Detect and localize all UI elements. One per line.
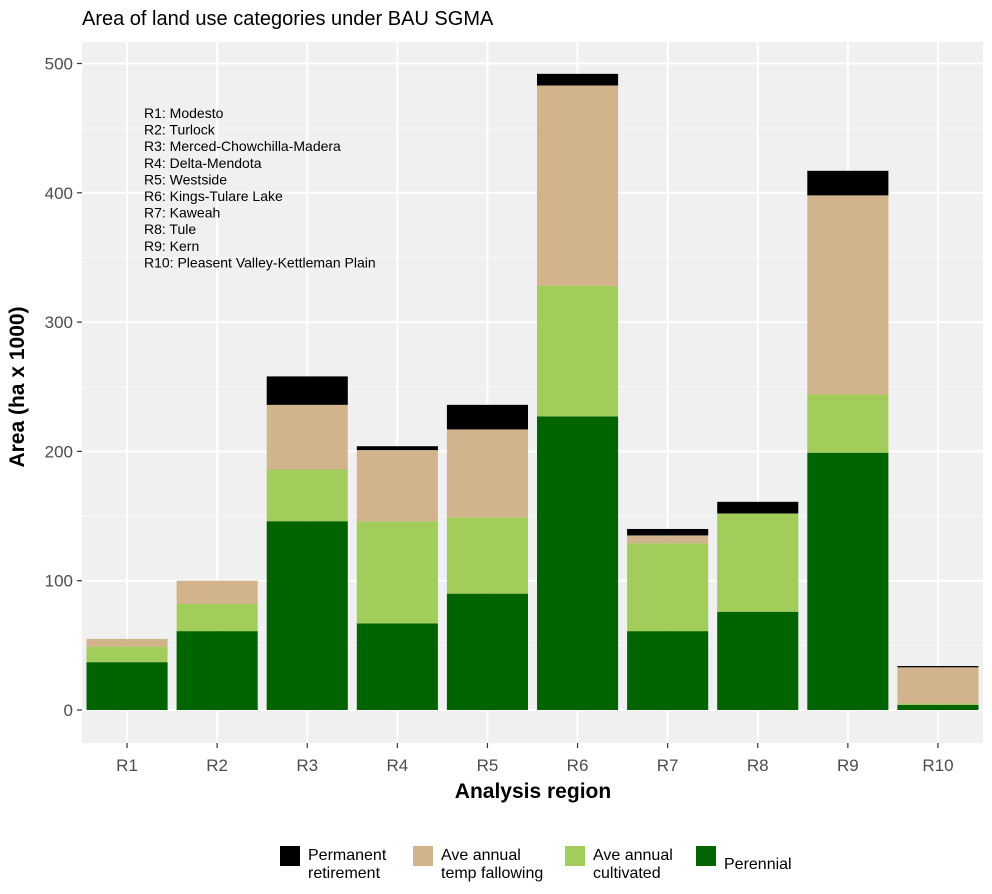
annotation-line: R3: Merced-Chowchilla-Madera (144, 138, 341, 154)
y-tick-label: 300 (45, 313, 73, 332)
bar-r6-permanent-retirement (537, 73, 619, 86)
legend-label: Ave annual cultivated (593, 847, 673, 882)
bar-r9-ave-annual-temp-fallowing (807, 195, 889, 395)
y-tick-label: 0 (64, 701, 73, 720)
legend-label: Ave annual temp fallowing (441, 847, 543, 882)
y-tick-label: 200 (45, 442, 73, 461)
bar-r2-ave-annual-cultivated (176, 603, 258, 632)
annotation-line: R8: Tule (144, 221, 196, 237)
y-tick-label: 400 (45, 184, 73, 203)
legend: Permanent retirement Ave annual temp fallow… (280, 846, 792, 882)
bar-r4-ave-annual-cultivated (356, 521, 438, 624)
x-tick-label: R7 (657, 756, 679, 775)
bar-r3-ave-annual-cultivated (266, 469, 348, 522)
bar-r2-ave-annual-temp-fallowing (176, 580, 258, 604)
bar-r3-permanent-retirement (266, 376, 348, 405)
legend-key (413, 846, 433, 866)
bar-r1-ave-annual-temp-fallowing (86, 638, 168, 647)
bar-r1-ave-annual-cultivated (86, 646, 168, 663)
x-tick-label: R6 (567, 756, 589, 775)
annotation-line: R2: Turlock (144, 122, 216, 138)
annotation-line: R4: Delta-Mendota (144, 155, 262, 171)
x-tick-label: R2 (206, 756, 228, 775)
annotation-line: R1: Modesto (144, 105, 224, 121)
bar-r4-perennial (356, 623, 438, 710)
bar-r6-ave-annual-cultivated (537, 285, 619, 417)
bar-r7-perennial (627, 631, 709, 710)
bar-r7-ave-annual-cultivated (627, 543, 709, 632)
bar-r6-ave-annual-temp-fallowing (537, 85, 619, 286)
x-tick-label: R1 (116, 756, 138, 775)
bar-r9-perennial (807, 452, 889, 710)
annotation-line: R9: Kern (144, 238, 199, 254)
bar-r8-ave-annual-cultivated (717, 513, 799, 612)
x-tick-label: R10 (922, 756, 953, 775)
bar-r6-perennial (537, 416, 619, 710)
bar-r5-permanent-retirement (446, 404, 528, 430)
y-tick-label: 100 (45, 572, 73, 591)
bar-r10-perennial (897, 704, 979, 710)
annotation-line: R7: Kaweah (144, 205, 220, 221)
y-axis-ticks: 0 100 200 300 400 500 (45, 55, 82, 720)
chart-title: Area of land use categories under BAU SG… (82, 8, 494, 30)
legend-label: Permanent retirement (308, 847, 387, 882)
y-axis-title: Area (ha x 1000) (6, 306, 29, 467)
x-tick-label: R8 (747, 756, 769, 775)
bar-r5-ave-annual-temp-fallowing (446, 429, 528, 518)
bar-r10-ave-annual-cultivated (897, 703, 979, 705)
bar-r3-perennial (266, 521, 348, 710)
x-tick-label: R5 (477, 756, 499, 775)
legend-key (565, 846, 585, 866)
bars-group (86, 73, 979, 710)
bar-r10-ave-annual-temp-fallowing (897, 667, 979, 704)
x-tick-label: R9 (837, 756, 859, 775)
bar-r2-perennial (176, 631, 258, 710)
legend-label: Perennial (724, 856, 792, 873)
legend-key (696, 846, 716, 866)
x-axis-title: Analysis region (455, 780, 611, 803)
x-tick-label: R3 (296, 756, 318, 775)
annotation-line: R6: Kings-Tulare Lake (144, 188, 283, 204)
bar-r4-permanent-retirement (356, 446, 438, 451)
legend-key (280, 846, 300, 866)
bar-r1-perennial (86, 662, 168, 710)
bar-r9-ave-annual-cultivated (807, 394, 889, 453)
bar-r7-ave-annual-temp-fallowing (627, 535, 709, 544)
bar-r7-permanent-retirement (627, 528, 709, 536)
annotation-line: R5: Westside (144, 171, 227, 187)
bar-r3-ave-annual-temp-fallowing (266, 404, 348, 470)
bar-r8-permanent-retirement (717, 501, 799, 514)
bar-r5-perennial (446, 593, 528, 710)
x-axis-ticks: R1 R2 R3 R4 R5 R6 R7 R8 R9 R10 (116, 743, 954, 775)
bar-r10-permanent-retirement (897, 666, 979, 668)
annotation-line: R10: Pleasent Valley-Kettleman Plain (144, 254, 376, 270)
bar-r8-perennial (717, 611, 799, 710)
y-tick-label: 500 (45, 55, 73, 74)
bar-r5-ave-annual-cultivated (446, 517, 528, 594)
x-tick-label: R4 (386, 756, 408, 775)
bar-r4-ave-annual-temp-fallowing (356, 450, 438, 522)
bar-r9-permanent-retirement (807, 170, 889, 196)
